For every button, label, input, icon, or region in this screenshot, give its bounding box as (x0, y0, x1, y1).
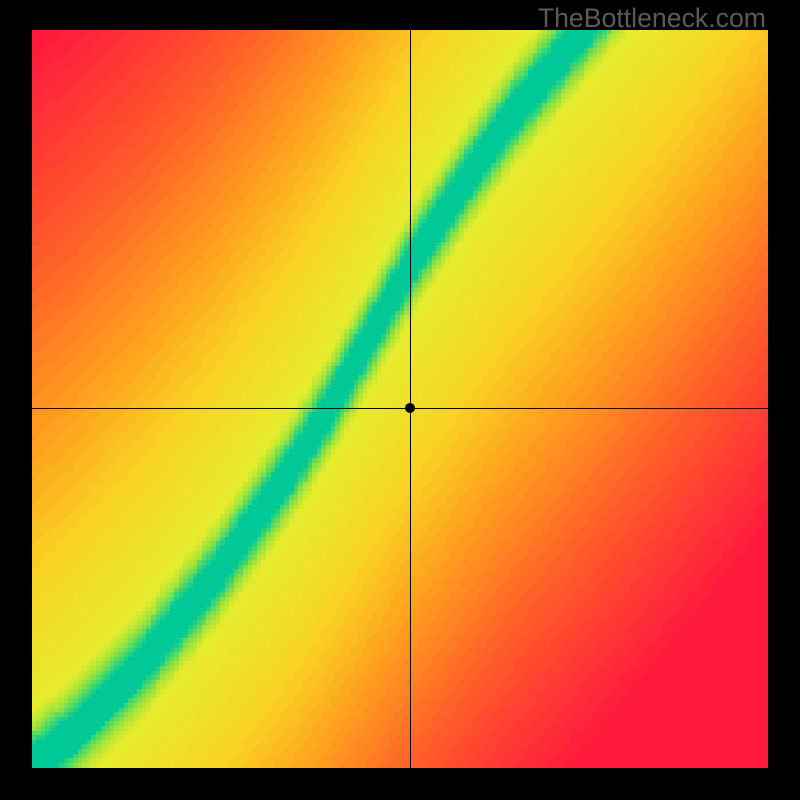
watermark-text: TheBottleneck.com (538, 3, 766, 34)
chart-container: TheBottleneck.com (0, 0, 800, 800)
crosshair-vertical (410, 30, 411, 768)
crosshair-horizontal (32, 408, 768, 409)
bottleneck-heatmap (32, 30, 768, 768)
crosshair-dot (405, 403, 415, 413)
